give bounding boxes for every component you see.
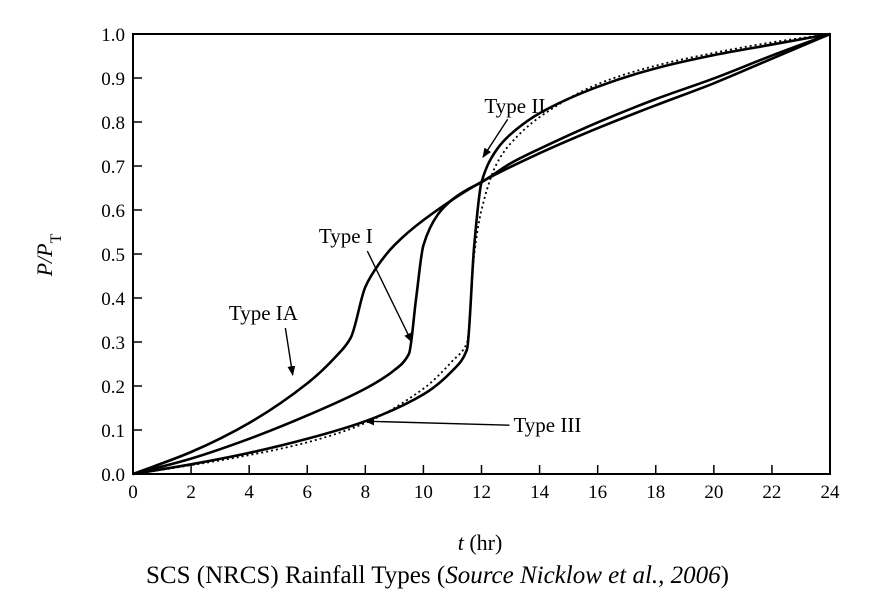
- annotation-arrow-type-i: [366, 250, 413, 343]
- y-tick-label: 0.6: [101, 201, 125, 222]
- y-axis-subscript: T: [48, 233, 65, 243]
- y-tick-label: 0.0: [101, 465, 125, 486]
- x-axis: 0 2 4 6 8 10 12 14 16 18 20 22 24: [128, 465, 840, 503]
- y-tick-label: 0.9: [101, 69, 125, 90]
- y-tick-label: 0.5: [101, 245, 125, 266]
- x-tick-label: 22: [762, 482, 781, 503]
- x-tick-label: 20: [704, 482, 723, 503]
- x-tick-label: 6: [303, 482, 313, 503]
- y-tick-label: 0.8: [101, 113, 125, 134]
- y-axis-variable: P/P: [32, 243, 57, 277]
- x-axis-title: t (hr): [458, 530, 503, 555]
- series-line-type-ii: [132, 32, 831, 476]
- y-tick-label: 1.0: [101, 25, 125, 46]
- series-line-type-iii: [132, 33, 831, 475]
- y-axis: 0.0 0.1 0.2 0.3 0.4 0.5 0.6 0.7 0.8 0.9 1.0: [101, 25, 142, 486]
- figure-caption: SCS (NRCS) Rainfall Types (Source Nicklo…: [0, 562, 875, 590]
- series-label-type-ii: Type II: [484, 94, 545, 118]
- caption-suffix: ): [720, 562, 729, 589]
- x-tick-label: 12: [472, 482, 491, 503]
- annotation-arrow-type-ia: [284, 327, 296, 376]
- x-tick-label: 2: [186, 482, 196, 503]
- series-label-type-ia: Type IA: [229, 301, 299, 325]
- y-tick-label: 0.3: [101, 333, 125, 354]
- x-tick-label: 14: [530, 482, 550, 503]
- y-tick-label: 0.4: [101, 289, 125, 310]
- series-layer: [132, 32, 831, 476]
- x-axis-unit: (hr): [464, 530, 502, 555]
- x-tick-label: 10: [414, 482, 433, 503]
- caption-prefix: SCS (NRCS) Rainfall Types (: [146, 562, 446, 589]
- y-tick-label: 0.1: [101, 421, 125, 442]
- x-tick-label: 8: [361, 482, 371, 503]
- series-line-type-ia: [132, 32, 831, 476]
- series-label-type-i: Type I: [319, 224, 373, 248]
- x-axis-variable: t: [458, 530, 465, 555]
- annotation-layer: Type IA Type I Type II Type III: [229, 94, 582, 437]
- series-label-type-iii: Type III: [513, 413, 581, 437]
- x-tick-label: 16: [588, 482, 607, 503]
- x-tick-label: 4: [244, 482, 254, 503]
- annotation-arrow-type-iii: [364, 417, 510, 426]
- x-tick-label: 0: [128, 482, 138, 503]
- caption-source: Source Nicklow et al., 2006: [445, 562, 721, 589]
- plot-frame: [132, 33, 831, 475]
- x-tick-label: 18: [646, 482, 665, 503]
- rainfall-chart: 0 2 4 6 8 10 12 14 16 18 20 22 24 0.00.10.20.30.40.5…: [32, 25, 840, 555]
- y-tick-label: 0.7: [101, 157, 125, 178]
- annotation-arrow-type-ii: [482, 118, 509, 159]
- y-tick-label: 0.2: [101, 377, 125, 398]
- series-line-type-i: [132, 32, 831, 476]
- y-axis-title: P/PT: [32, 233, 65, 277]
- x-tick-label: 24: [821, 482, 841, 503]
